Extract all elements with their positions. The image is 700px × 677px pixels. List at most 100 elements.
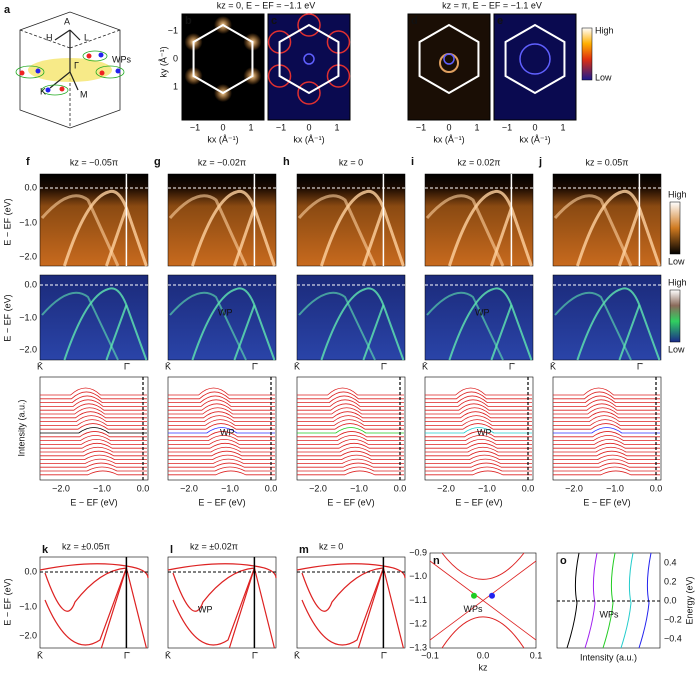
fs-pocket bbox=[443, 53, 455, 65]
x-tick-label: Γ̄ bbox=[252, 361, 259, 371]
x-tick-label: 0.0 bbox=[394, 483, 407, 493]
bz-point: H bbox=[46, 32, 53, 42]
panel-label: e bbox=[497, 15, 503, 27]
x-tick-label: −2.0 bbox=[437, 483, 455, 493]
edc-curve bbox=[553, 466, 660, 472]
band bbox=[62, 189, 148, 267]
edc-curve bbox=[553, 470, 660, 476]
panel-label: c bbox=[271, 15, 277, 27]
edc-curve bbox=[425, 431, 532, 438]
edc-curve bbox=[425, 423, 532, 430]
edc-curve bbox=[40, 450, 147, 457]
x-tick-label: K̄ bbox=[165, 361, 171, 371]
edc-curve bbox=[297, 423, 404, 430]
edc-curve bbox=[40, 454, 147, 460]
edc-curve bbox=[553, 395, 660, 403]
band bbox=[296, 563, 406, 579]
wp-label: WP bbox=[198, 604, 213, 614]
edc-frame bbox=[167, 376, 277, 481]
x-tick-label: −1 bbox=[190, 122, 200, 132]
x-tick-label: K̄ bbox=[165, 650, 171, 660]
edc-curve bbox=[168, 427, 275, 434]
edc-frame bbox=[296, 376, 406, 481]
x-tick-label: 1 bbox=[248, 122, 253, 132]
edc-curve bbox=[297, 470, 404, 476]
calc-frame bbox=[296, 556, 406, 649]
x-axis-label: E − EF (eV) bbox=[70, 497, 117, 507]
x-tick-label: 0.0 bbox=[137, 483, 150, 493]
edc-curve bbox=[40, 403, 147, 411]
y-axis-label: E − EF (eV) bbox=[2, 198, 12, 245]
x-tick-label: −1.0 bbox=[606, 483, 624, 493]
colorbar-label: High bbox=[595, 25, 614, 35]
edc-curve bbox=[168, 470, 275, 476]
edc-curve bbox=[425, 395, 532, 403]
colorbar-label: High bbox=[668, 277, 687, 287]
x-tick-label: −2.0 bbox=[52, 483, 70, 493]
x-tick-label: −0.1 bbox=[421, 650, 439, 660]
colorbar bbox=[581, 27, 593, 81]
x-axis-label: E − EF (eV) bbox=[198, 497, 245, 507]
y-axis-label: ky (Å⁻¹) bbox=[158, 46, 168, 77]
x-tick-label: K̄ bbox=[294, 361, 300, 371]
edc-curve bbox=[40, 411, 147, 419]
panel-label: k bbox=[42, 544, 49, 556]
band bbox=[167, 563, 277, 579]
edc-curve bbox=[425, 391, 532, 400]
x-axis-label: kx (Å⁻¹) bbox=[293, 134, 324, 144]
x-tick-label: 0.0 bbox=[650, 483, 663, 493]
edc-curve bbox=[297, 462, 404, 468]
band bbox=[63, 287, 148, 361]
edc-curve bbox=[40, 431, 147, 438]
edc-curve bbox=[553, 407, 660, 415]
bz-point: K bbox=[40, 86, 46, 96]
edc-curve bbox=[425, 407, 532, 415]
wp-label: WPs bbox=[464, 604, 483, 614]
edc-curve bbox=[40, 438, 147, 445]
x-tick-label: Γ̄ bbox=[637, 361, 644, 371]
edc-curve bbox=[40, 407, 147, 415]
calc-frame bbox=[39, 556, 149, 649]
edc-curve bbox=[425, 462, 532, 468]
edc-curve bbox=[40, 399, 147, 407]
y-axis-label: Intensity (a.u.) bbox=[16, 399, 26, 456]
x-axis-label: kx (Å⁻¹) bbox=[519, 134, 550, 144]
cut-title: kz = −0.05π bbox=[70, 157, 118, 167]
x-tick-label: Γ̄ bbox=[124, 361, 131, 371]
edc-curve bbox=[168, 454, 275, 460]
edc-curve bbox=[297, 427, 404, 434]
edc-curve bbox=[553, 387, 660, 396]
edc-curve bbox=[168, 435, 275, 441]
y-axis-label: E − EF (eV) bbox=[2, 578, 12, 625]
y-tick-label: −0.9 bbox=[409, 547, 427, 557]
fs-image bbox=[493, 13, 577, 121]
edc-curve bbox=[425, 470, 532, 476]
x-tick-label: 1 bbox=[334, 122, 339, 132]
edc-curve bbox=[602, 552, 616, 649]
band bbox=[44, 567, 128, 649]
y-tick-label: 0 bbox=[173, 53, 178, 63]
edc-curve bbox=[40, 446, 147, 453]
band bbox=[617, 207, 641, 267]
edc-curve bbox=[297, 411, 404, 419]
panel-label: j bbox=[538, 156, 542, 168]
band bbox=[553, 194, 633, 267]
colorbar-label: Low bbox=[668, 256, 685, 266]
edc-curve bbox=[40, 427, 147, 434]
x-axis-label: E − EF (eV) bbox=[327, 497, 374, 507]
edc-curve bbox=[297, 446, 404, 453]
x-tick-label: K̄ bbox=[550, 361, 556, 371]
colorbar-label: High bbox=[668, 189, 687, 199]
bz-point: Γ bbox=[74, 60, 79, 70]
x-tick-label: −1 bbox=[416, 122, 426, 132]
x-tick-label: Γ̄ bbox=[381, 361, 388, 371]
y-tick-label: 0.0 bbox=[664, 595, 677, 605]
cut-title: kz = 0.05π bbox=[586, 157, 629, 167]
band bbox=[40, 194, 120, 267]
panel-label: o bbox=[560, 555, 567, 567]
edc-curve bbox=[40, 419, 147, 426]
edc-curve bbox=[40, 415, 147, 422]
edc-curve bbox=[425, 466, 532, 472]
edc-curve bbox=[40, 462, 147, 468]
edc-curve bbox=[553, 435, 660, 441]
